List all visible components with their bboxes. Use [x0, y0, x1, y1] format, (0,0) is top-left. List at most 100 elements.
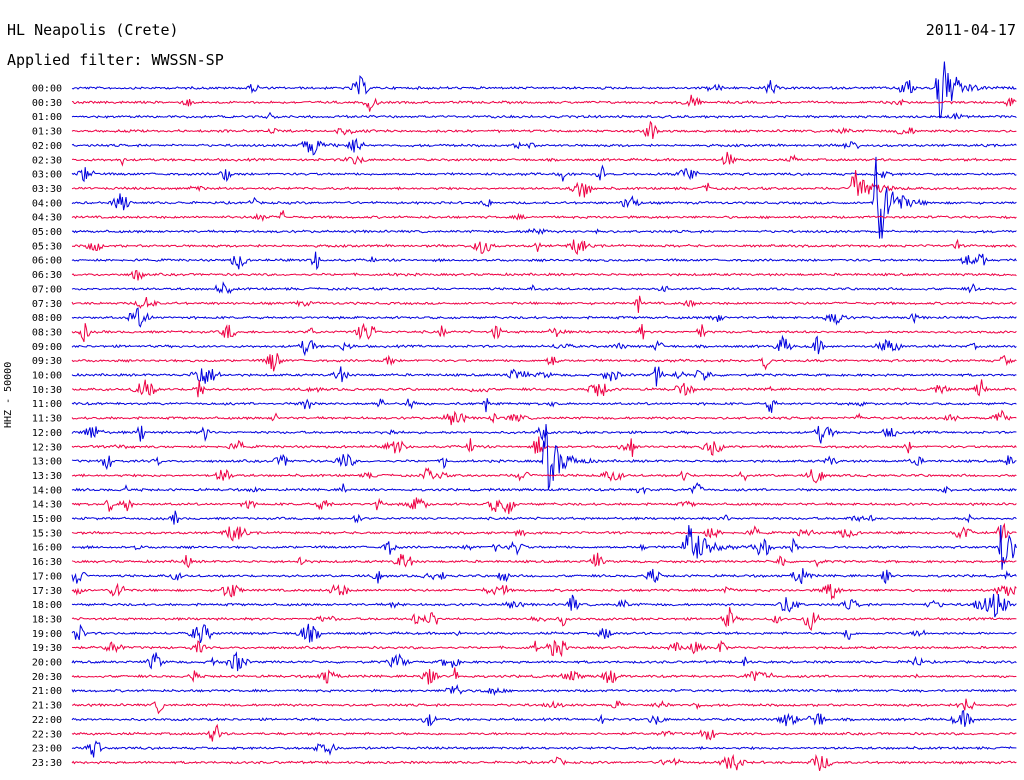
row-tick-label: 20:00	[32, 658, 62, 669]
trace-line	[71, 137, 1017, 156]
row-tick-label: 23:30	[32, 758, 62, 769]
row-tick-label: 02:30	[32, 155, 62, 166]
trace-line	[71, 482, 1017, 495]
tick-label-group: 00:00 00:30 01:00 01:30 02:00 02:30 03:00 03:30…	[32, 84, 62, 769]
trace-line	[71, 151, 1017, 167]
trace-line	[71, 251, 1017, 271]
row-tick-label: 09:00	[32, 342, 62, 353]
trace-line	[71, 723, 1017, 742]
trace-line	[71, 568, 1017, 585]
row-tick-label: 17:30	[32, 586, 62, 597]
trace-line	[71, 607, 1017, 631]
trace-line	[71, 651, 1017, 672]
trace-line	[71, 522, 1017, 543]
trace-line	[71, 170, 1017, 198]
row-tick-label: 06:00	[32, 256, 62, 267]
trace-line	[71, 61, 1017, 119]
trace-line	[71, 740, 1017, 758]
trace-line	[71, 94, 1017, 112]
row-tick-label: 15:00	[32, 514, 62, 525]
row-tick-label: 03:00	[32, 170, 62, 181]
row-tick-label: 01:00	[32, 112, 62, 123]
trace-line	[71, 593, 1017, 618]
row-tick-label: 08:30	[32, 327, 62, 338]
trace-line	[71, 379, 1017, 398]
trace-line	[71, 425, 1017, 444]
row-tick-label: 10:30	[32, 385, 62, 396]
row-tick-label: 09:30	[32, 356, 62, 367]
trace-line	[71, 334, 1017, 357]
row-tick-label: 13:00	[32, 457, 62, 468]
row-tick-label: 21:30	[32, 701, 62, 712]
row-tick-label: 05:00	[32, 227, 62, 238]
row-tick-label: 23:00	[32, 744, 62, 755]
trace-line	[71, 353, 1017, 372]
row-tick-label: 20:30	[32, 672, 62, 683]
row-tick-label: 03:30	[32, 184, 62, 195]
trace-line	[71, 398, 1017, 413]
trace-line	[71, 409, 1017, 426]
row-tick-label: 07:00	[32, 284, 62, 295]
row-tick-label: 14:30	[32, 500, 62, 511]
trace-line	[71, 120, 1017, 139]
trace-line	[71, 698, 1017, 715]
trace-line	[71, 639, 1017, 658]
trace-line	[71, 684, 1017, 697]
row-tick-label: 04:00	[32, 198, 62, 209]
row-tick-label: 16:30	[32, 557, 62, 568]
trace-line	[71, 709, 1017, 727]
date-label: 2011-04-17	[925, 21, 1016, 39]
row-tick-label: 10:00	[32, 371, 62, 382]
row-tick-label: 15:30	[32, 528, 62, 539]
row-tick-label: 19:30	[32, 643, 62, 654]
trace-line	[71, 156, 1017, 239]
trace-line	[71, 424, 1017, 490]
row-tick-label: 07:30	[32, 299, 62, 310]
row-tick-label: 00:00	[32, 84, 62, 95]
trace-line	[71, 295, 1017, 313]
station-title: HL Neapolis (Crete)	[7, 21, 179, 39]
trace-line	[71, 552, 1017, 569]
row-tick-label: 06:30	[32, 270, 62, 281]
trace-line	[71, 623, 1017, 643]
trace-line	[71, 467, 1017, 484]
trace-line	[71, 497, 1017, 515]
trace-line	[71, 510, 1017, 525]
row-tick-label: 18:00	[32, 600, 62, 611]
row-tick-label: 04:30	[32, 213, 62, 224]
row-tick-label: 01:30	[32, 127, 62, 138]
trace-line	[71, 322, 1017, 343]
row-tick-label: 16:00	[32, 543, 62, 554]
row-tick-label: 11:00	[32, 399, 62, 410]
row-tick-label: 19:00	[32, 629, 62, 640]
trace-line	[71, 238, 1017, 256]
trace-line	[71, 667, 1017, 685]
row-tick-label: 18:30	[32, 614, 62, 625]
row-tick-label: 22:30	[32, 729, 62, 740]
row-tick-label: 14:00	[32, 485, 62, 496]
trace-line	[71, 270, 1017, 281]
row-tick-label: 21:00	[32, 686, 62, 697]
trace-line	[71, 111, 1017, 120]
trace-line	[71, 164, 1017, 183]
trace-line	[71, 753, 1017, 772]
row-tick-label: 13:30	[32, 471, 62, 482]
trace-line	[71, 281, 1017, 295]
trace-line	[71, 366, 1017, 387]
trace-line	[71, 582, 1017, 601]
trace-line	[71, 227, 1017, 236]
row-tick-label: 00:30	[32, 98, 62, 109]
row-tick-label: 08:00	[32, 313, 62, 324]
trace-line	[71, 524, 1017, 570]
trace-group	[71, 61, 1017, 772]
filter-label: Applied filter: WWSSN-SP	[7, 51, 224, 69]
trace-line	[71, 307, 1017, 328]
row-tick-label: 22:00	[32, 715, 62, 726]
row-tick-label: 05:30	[32, 241, 62, 252]
row-tick-label: 12:00	[32, 428, 62, 439]
trace-line	[71, 210, 1017, 222]
row-tick-label: 17:00	[32, 571, 62, 582]
row-tick-label: 02:00	[32, 141, 62, 152]
row-tick-label: 11:30	[32, 414, 62, 425]
